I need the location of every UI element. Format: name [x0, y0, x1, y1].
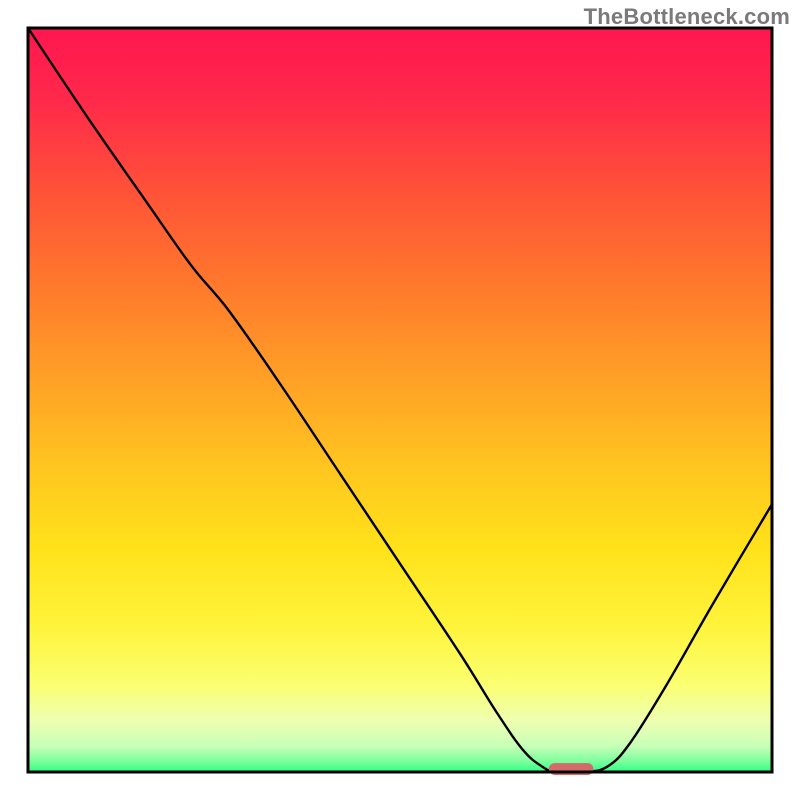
watermark-text: TheBottleneck.com: [584, 4, 790, 30]
chart-svg: [0, 0, 800, 800]
plot-background: [28, 28, 772, 772]
bottleneck-chart: TheBottleneck.com: [0, 0, 800, 800]
